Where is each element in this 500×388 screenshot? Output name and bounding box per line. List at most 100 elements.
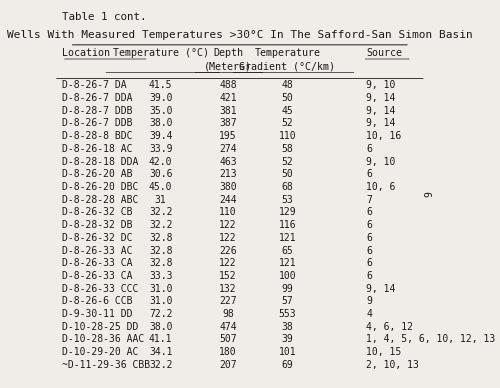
Text: Wells With Measured Temperatures >30°C In The Safford-San Simon Basin: Wells With Measured Temperatures >30°C I…	[7, 29, 472, 40]
Text: 48: 48	[282, 80, 293, 90]
Text: 474: 474	[219, 322, 237, 332]
Text: 122: 122	[219, 233, 237, 243]
Text: 121: 121	[278, 233, 296, 243]
Text: 121: 121	[278, 258, 296, 268]
Text: 100: 100	[278, 271, 296, 281]
Text: 6: 6	[366, 169, 372, 179]
Text: Gradient (°C/km): Gradient (°C/km)	[240, 62, 336, 72]
Text: 9, 14: 9, 14	[366, 118, 396, 128]
Text: 4, 6, 12: 4, 6, 12	[366, 322, 414, 332]
Text: 207: 207	[219, 360, 237, 370]
Text: D-8-28-32 DB: D-8-28-32 DB	[62, 220, 132, 230]
Text: 72.2: 72.2	[149, 309, 172, 319]
Text: 45.0: 45.0	[149, 182, 172, 192]
Text: 380: 380	[219, 182, 237, 192]
Text: 507: 507	[219, 334, 237, 345]
Text: 99: 99	[282, 284, 293, 294]
Text: 101: 101	[278, 347, 296, 357]
Text: 9: 9	[424, 191, 434, 197]
Text: 30.6: 30.6	[149, 169, 172, 179]
Text: 38.0: 38.0	[149, 322, 172, 332]
Text: 226: 226	[219, 246, 237, 256]
Text: D-8-26-33 AC: D-8-26-33 AC	[62, 246, 132, 256]
Text: 553: 553	[278, 309, 296, 319]
Text: 387: 387	[219, 118, 237, 128]
Text: 274: 274	[219, 144, 237, 154]
Text: 152: 152	[219, 271, 237, 281]
Text: 132: 132	[219, 284, 237, 294]
Text: 9, 14: 9, 14	[366, 93, 396, 103]
Text: Source: Source	[366, 48, 402, 58]
Text: Temperature: Temperature	[254, 48, 320, 58]
Text: 10, 6: 10, 6	[366, 182, 396, 192]
Text: 45: 45	[282, 106, 293, 116]
Text: 33.3: 33.3	[149, 271, 172, 281]
Text: 122: 122	[219, 220, 237, 230]
Text: 31.0: 31.0	[149, 284, 172, 294]
Text: 32.8: 32.8	[149, 258, 172, 268]
Text: 9, 10: 9, 10	[366, 157, 396, 166]
Text: ~D-11-29-36 CBB: ~D-11-29-36 CBB	[62, 360, 150, 370]
Text: 38: 38	[282, 322, 293, 332]
Text: 213: 213	[219, 169, 237, 179]
Text: D-8-26-33 CA: D-8-26-33 CA	[62, 258, 132, 268]
Text: 1, 4, 5, 6, 10, 12, 13: 1, 4, 5, 6, 10, 12, 13	[366, 334, 496, 345]
Text: 32.2: 32.2	[149, 360, 172, 370]
Text: 39.4: 39.4	[149, 131, 172, 141]
Text: D-8-26-20 DBC: D-8-26-20 DBC	[62, 182, 138, 192]
Text: D-8-26-7 DDB: D-8-26-7 DDB	[62, 118, 132, 128]
Text: 50: 50	[282, 93, 293, 103]
Text: 463: 463	[219, 157, 237, 166]
Text: 6: 6	[366, 246, 372, 256]
Text: 41.5: 41.5	[149, 80, 172, 90]
Text: D-8-26-18 AC: D-8-26-18 AC	[62, 144, 132, 154]
Text: 488: 488	[219, 80, 237, 90]
Text: 41.1: 41.1	[149, 334, 172, 345]
Text: D-8-26-32 CB: D-8-26-32 CB	[62, 208, 132, 217]
Text: D-8-28-18 DDA: D-8-28-18 DDA	[62, 157, 138, 166]
Text: 32.2: 32.2	[149, 208, 172, 217]
Text: 110: 110	[219, 208, 237, 217]
Text: 69: 69	[282, 360, 293, 370]
Text: 421: 421	[219, 93, 237, 103]
Text: 10, 16: 10, 16	[366, 131, 402, 141]
Text: 33.9: 33.9	[149, 144, 172, 154]
Text: 32.8: 32.8	[149, 246, 172, 256]
Text: 6: 6	[366, 233, 372, 243]
Text: Temperature (°C): Temperature (°C)	[112, 48, 208, 58]
Text: Table 1 cont.: Table 1 cont.	[62, 12, 146, 23]
Text: 110: 110	[278, 131, 296, 141]
Text: 244: 244	[219, 195, 237, 205]
Text: 32.8: 32.8	[149, 233, 172, 243]
Text: 381: 381	[219, 106, 237, 116]
Text: 52: 52	[282, 118, 293, 128]
Text: (Meters): (Meters)	[204, 62, 252, 72]
Text: D-8-28-7 DDB: D-8-28-7 DDB	[62, 106, 132, 116]
Text: 68: 68	[282, 182, 293, 192]
Text: 9, 10: 9, 10	[366, 80, 396, 90]
Text: 31: 31	[155, 195, 166, 205]
Text: 34.1: 34.1	[149, 347, 172, 357]
Text: 6: 6	[366, 258, 372, 268]
Text: 53: 53	[282, 195, 293, 205]
Text: 195: 195	[219, 131, 237, 141]
Text: 38.0: 38.0	[149, 118, 172, 128]
Text: Location: Location	[62, 48, 110, 58]
Text: 6: 6	[366, 208, 372, 217]
Text: 39.0: 39.0	[149, 93, 172, 103]
Text: 7: 7	[366, 195, 372, 205]
Text: 6: 6	[366, 144, 372, 154]
Text: D-8-26-20 AB: D-8-26-20 AB	[62, 169, 132, 179]
Text: 129: 129	[278, 208, 296, 217]
Text: 9, 14: 9, 14	[366, 284, 396, 294]
Text: 35.0: 35.0	[149, 106, 172, 116]
Text: D-10-28-25 DD: D-10-28-25 DD	[62, 322, 138, 332]
Text: 122: 122	[219, 258, 237, 268]
Text: D-8-26-33 CCC: D-8-26-33 CCC	[62, 284, 138, 294]
Text: 98: 98	[222, 309, 234, 319]
Text: 6: 6	[366, 220, 372, 230]
Text: 58: 58	[282, 144, 293, 154]
Text: D-9-30-11 DD: D-9-30-11 DD	[62, 309, 132, 319]
Text: 65: 65	[282, 246, 293, 256]
Text: 116: 116	[278, 220, 296, 230]
